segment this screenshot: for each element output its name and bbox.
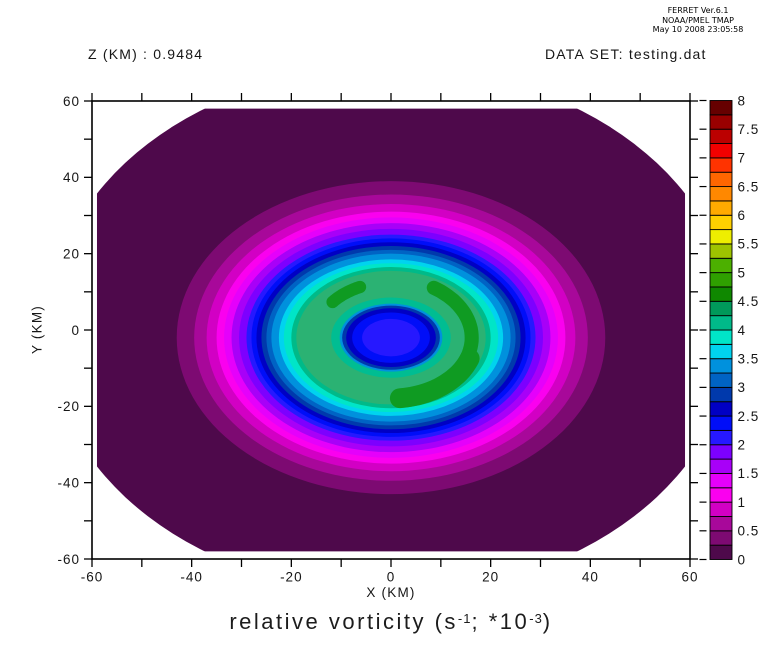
colorbar-cell (709, 458, 733, 474)
colorbar-cell (709, 286, 733, 302)
colorbar-cell (709, 472, 733, 489)
colorbar-cell (709, 415, 733, 431)
y-tick-label: -20 (57, 399, 80, 414)
colorbar-label: 1 (738, 495, 747, 510)
colorbar-cell (709, 358, 733, 374)
colorbar-label: 3 (738, 380, 747, 395)
y-tick-label: -40 (57, 475, 80, 490)
x-tick-label: 20 (482, 570, 499, 585)
colorbar-cell (709, 516, 733, 532)
plot-title-sup2: -3 (529, 611, 543, 626)
contour-band (362, 318, 420, 357)
colorbar-cell (709, 214, 733, 231)
colorbar-label: 4 (738, 323, 747, 338)
y-tick-label: 0 (71, 323, 80, 338)
colorbar-label: 4.5 (738, 294, 760, 309)
colorbar-label: 7.5 (738, 122, 760, 137)
colorbar-label: 8 (738, 93, 747, 108)
x-tick-label: 0 (387, 570, 396, 585)
colorbar-label: 6.5 (738, 179, 760, 194)
colorbar-label: 2 (738, 438, 747, 453)
y-tick-label: 60 (63, 94, 80, 109)
colorbar-cell (709, 100, 733, 116)
colorbar-cell (709, 272, 733, 288)
ferret-version-line: FERRET Ver.6.1 (667, 6, 729, 15)
colorbar-cell (709, 444, 733, 460)
colorbar-cell (709, 171, 733, 188)
vorticity-max-arc (426, 280, 479, 367)
y-tick-label: 20 (63, 246, 80, 261)
colorbar-cell (709, 487, 733, 503)
colorbar-label: 5.5 (738, 237, 760, 252)
colorbar-cell (709, 186, 733, 202)
z-level-label: Z (KM) : 0.9484 (88, 46, 204, 62)
colorbar-cell (709, 243, 733, 259)
contour-field (96, 108, 686, 552)
colorbar-cell (709, 429, 733, 446)
y-tick-label: 40 (63, 170, 80, 185)
colorbar-label: 0 (738, 552, 747, 567)
x-tick-label: -60 (81, 570, 104, 585)
colorbar-cell (709, 544, 733, 560)
colorbar-cell (709, 501, 733, 517)
colorbar-cell (709, 401, 733, 417)
y-tick-label: -60 (57, 552, 80, 567)
colorbar-cell (709, 300, 733, 317)
plot-title-sup1: -1 (457, 611, 472, 626)
plot-title-end: ) (542, 609, 553, 634)
plot-title: relative vorticity (s-1; *10-3) (92, 609, 690, 635)
x-axis-label: X (KM) (366, 585, 416, 600)
x-tick-label: -20 (280, 570, 303, 585)
colorbar-cell (709, 143, 733, 159)
colorbar-cell (709, 315, 733, 331)
colorbar-label: 2.5 (738, 409, 760, 424)
colorbar-cell (709, 386, 733, 403)
colorbar-cell (709, 229, 733, 245)
colorbar-cell (709, 128, 733, 144)
colorbar-label: 7 (738, 151, 747, 166)
dataset-label: DATA SET: testing.dat (545, 46, 707, 62)
vorticity-max-arc (326, 280, 367, 309)
plot-title-mid: ; *10 (471, 609, 530, 634)
colorbar-cell (709, 114, 733, 130)
colorbar-label: 0.5 (738, 524, 760, 539)
colorbar-label: 6 (738, 208, 747, 223)
x-tick-label: -40 (180, 570, 203, 585)
x-tick-label: 60 (681, 570, 698, 585)
colorbar-cell (709, 343, 733, 360)
x-tick-label: 40 (582, 570, 599, 585)
ferret-date-line: May 10 2008 23:05:58 (652, 25, 744, 34)
colorbar-label: 1.5 (738, 466, 760, 481)
colorbar-label: 5 (738, 265, 747, 280)
colorbar-label: 3.5 (738, 351, 760, 366)
colorbar-cell (709, 329, 733, 345)
plot-title-text: relative vorticity (s (229, 609, 458, 634)
colorbar-cell (709, 157, 733, 173)
ferret-version-stamp: FERRET Ver.6.1 NOAA/PMEL TMAP May 10 200… (625, 6, 768, 35)
colorbar-cell (709, 200, 733, 216)
colorbar-cell (709, 372, 733, 388)
colorbar-cell (709, 530, 733, 546)
y-axis-label: Y (KM) (29, 305, 45, 354)
vorticity-max-arc (389, 348, 480, 409)
ferret-org-line: NOAA/PMEL TMAP (662, 15, 734, 25)
colorbar-cell (709, 257, 733, 274)
